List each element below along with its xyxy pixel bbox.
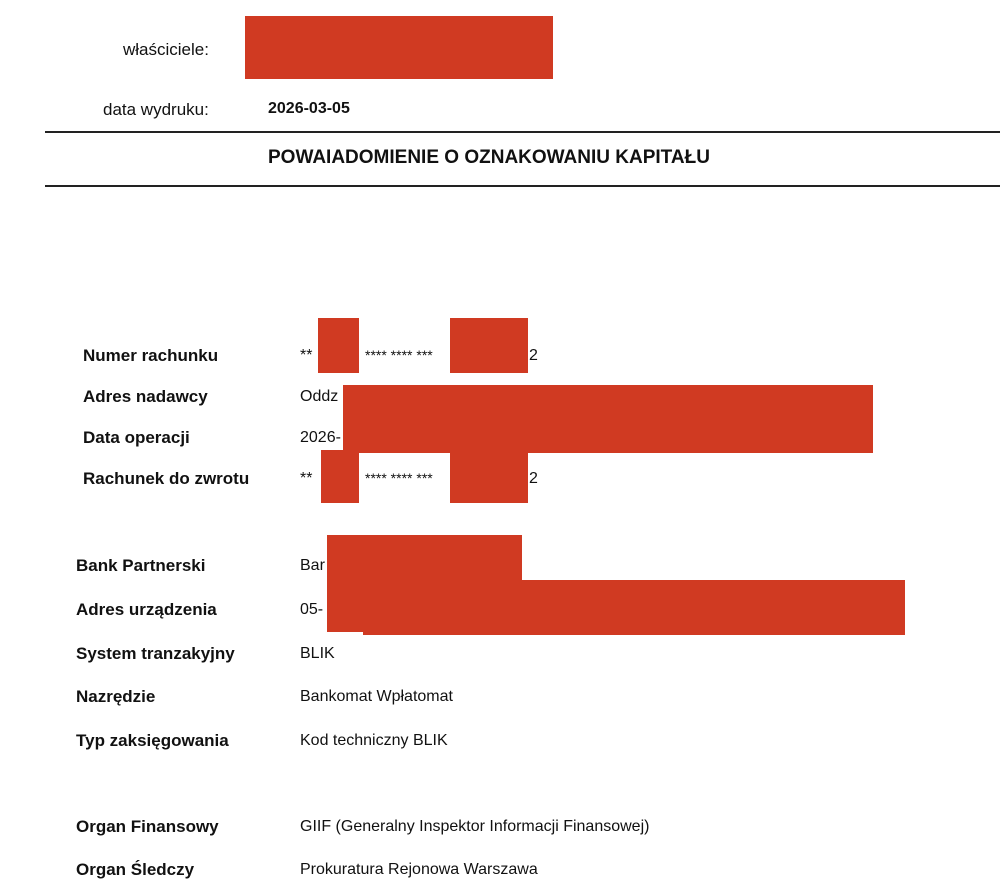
redaction-owners — [245, 16, 553, 79]
posting-type-label: Typ zaksięgowania — [76, 731, 229, 750]
document-title: POWAIADOMIENIE O OZNAKOWANIU KAPITAŁU — [268, 147, 710, 168]
account-number-label: Numer rachunku — [83, 346, 219, 365]
account-number-suffix: 2 — [529, 347, 538, 364]
redaction — [318, 318, 359, 373]
financial-authority-value: GIIF (Generalny Inspektor Informacji Fin… — [300, 818, 650, 835]
divider-bottom — [45, 185, 1000, 187]
transaction-system-label: System tranzakyjny — [76, 644, 235, 663]
tool-label: Nazrędzie — [76, 687, 156, 706]
account-number-mid: **** **** *** — [365, 347, 433, 363]
partner-bank-label: Bank Partnerski — [76, 556, 206, 575]
device-address-label: Adres urządzenia — [76, 600, 217, 619]
investigative-authority-value: Prokuratura Rejonowa Warszawa — [300, 861, 538, 878]
sender-address-value: Oddz — [300, 388, 339, 405]
redaction — [450, 450, 528, 503]
transaction-system-value: BLIK — [300, 645, 335, 662]
refund-account-mid: **** **** *** — [365, 470, 433, 486]
investigative-authority-label: Organ Śledczy — [76, 860, 195, 879]
redaction — [343, 385, 873, 453]
refund-account-suffix: 2 — [529, 470, 538, 487]
device-address-value: 05- — [300, 601, 324, 618]
divider-top — [45, 131, 1000, 133]
refund-account-label: Rachunek do zwrotu — [83, 469, 250, 488]
posting-type-value: Kod techniczny BLIK — [300, 732, 448, 749]
redaction — [321, 450, 359, 503]
print-date: 2026-03-05 — [268, 100, 350, 117]
partner-bank-value: Bar — [300, 557, 325, 574]
redaction — [363, 580, 905, 635]
financial-authority-label: Organ Finansowy — [76, 817, 219, 836]
operation-date-label: Data operacji — [83, 428, 190, 447]
owners-label: właściciele: — [123, 40, 209, 59]
redaction — [450, 318, 528, 373]
print-date-label: data wydruku: — [103, 100, 209, 119]
tool-value: Bankomat Wpłatomat — [300, 688, 453, 705]
refund-account-prefix: ** — [300, 470, 313, 487]
sender-address-label: Adres nadawcy — [83, 387, 208, 406]
operation-date-value: 2026- — [300, 429, 341, 446]
account-number-prefix: ** — [300, 347, 313, 364]
